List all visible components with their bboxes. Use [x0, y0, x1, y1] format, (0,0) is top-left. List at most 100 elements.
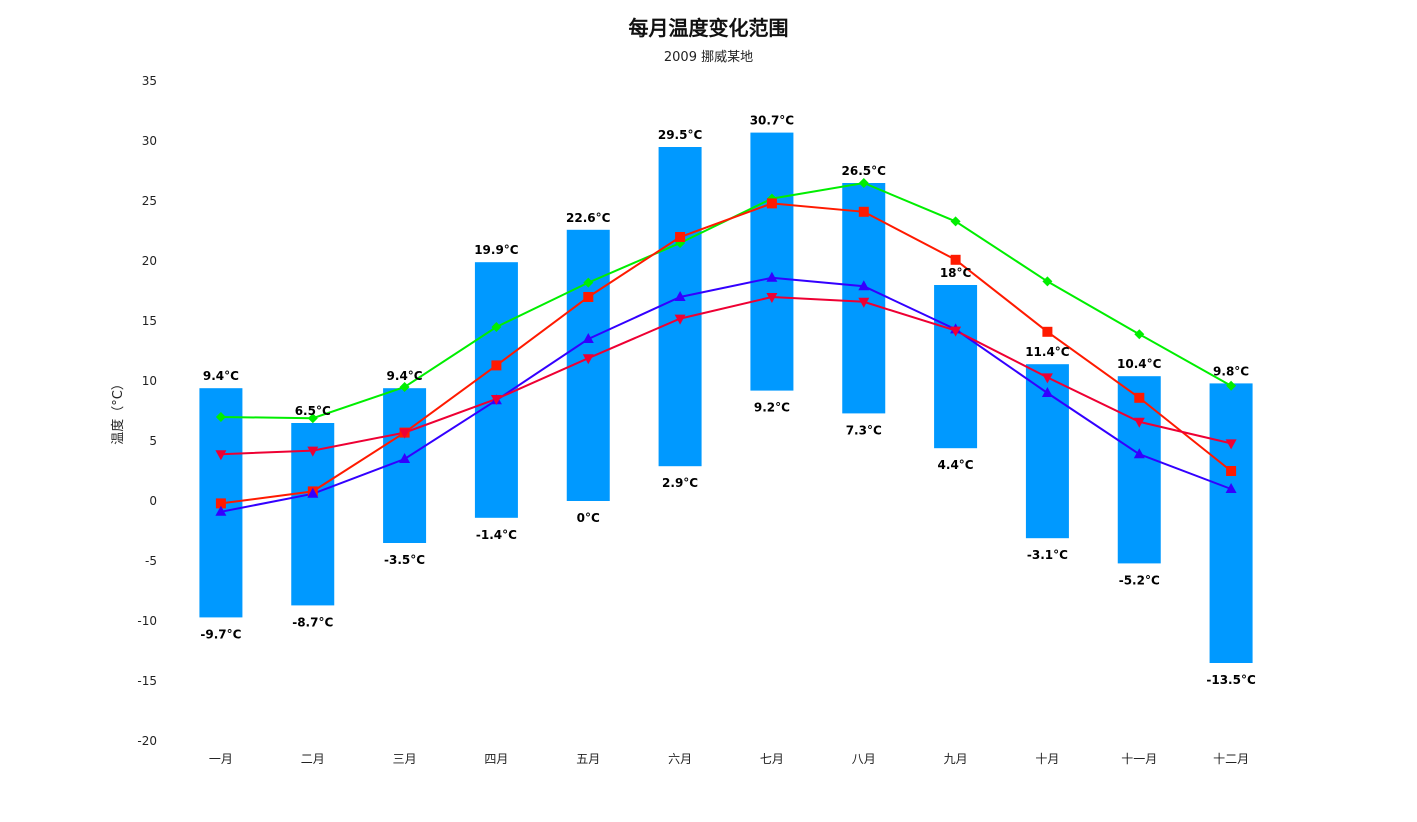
bar-low-label: 4.4°C — [938, 458, 974, 472]
series-point — [1226, 380, 1237, 391]
y-tick-label: 25 — [142, 194, 157, 208]
y-tick-label: -10 — [137, 614, 157, 628]
series-point — [307, 446, 319, 457]
x-tick-label: 四月 — [484, 752, 508, 766]
y-tick-label: -20 — [137, 734, 157, 748]
bar-low-label: 9.2°C — [754, 401, 790, 415]
bar-low-label: 0°C — [577, 511, 600, 525]
bar-high-label: 29.5°C — [658, 128, 703, 142]
series-point — [583, 292, 594, 302]
series-point — [399, 382, 410, 392]
series-point — [399, 453, 411, 463]
series-point — [399, 428, 411, 439]
series-point — [1042, 326, 1053, 337]
x-tick-label: 一月 — [209, 752, 233, 766]
bar-low-label: -9.7°C — [200, 627, 241, 641]
range-bar — [1117, 376, 1161, 564]
series-point — [1042, 276, 1053, 287]
series-point — [950, 326, 962, 337]
series-point — [307, 487, 319, 498]
series-line — [220, 181, 1232, 420]
series-line — [220, 202, 1232, 505]
bar-high-label: 30.7°C — [750, 114, 795, 128]
range-bar — [658, 147, 702, 467]
series-point — [674, 314, 686, 325]
series-point — [766, 198, 777, 209]
y-tick-label: 35 — [142, 74, 157, 88]
bar-high-label: 18°C — [940, 266, 972, 280]
series-point — [582, 333, 594, 343]
bar-high-label: 6.5°C — [295, 404, 331, 418]
series-point — [215, 498, 226, 509]
series-line — [220, 276, 1232, 513]
series-point — [858, 280, 870, 291]
series-point — [1134, 329, 1145, 340]
x-tick-label: 十月 — [1035, 752, 1059, 766]
series-point — [491, 322, 502, 332]
series-point — [675, 232, 686, 242]
x-tick-label: 七月 — [760, 752, 784, 766]
chart-title: 每月温度变化范围 — [628, 16, 789, 40]
series-point — [215, 450, 227, 461]
series-point — [215, 412, 226, 422]
x-tick-label: 五月 — [576, 752, 600, 766]
series-point — [1041, 373, 1053, 384]
bar-high-label: 9.4°C — [387, 369, 423, 383]
series-point — [766, 293, 778, 303]
x-tick-label: 八月 — [852, 752, 876, 766]
y-tick-label: 30 — [142, 134, 157, 148]
series-point — [858, 206, 869, 217]
bar-low-label: 2.9°C — [662, 476, 698, 490]
series-point — [1041, 387, 1053, 397]
series-point — [490, 395, 502, 405]
series-point — [766, 271, 778, 282]
y-tick-label: 0 — [149, 494, 157, 508]
bar-high-label: 9.8°C — [1213, 364, 1249, 378]
range-bar — [1209, 383, 1253, 663]
bar-low-label: -13.5°C — [1206, 673, 1256, 687]
bar-low-label: -3.5°C — [384, 553, 425, 567]
y-axis-label: 温度（°C） — [110, 377, 126, 445]
series-point — [583, 277, 594, 288]
series-point — [950, 254, 961, 265]
bar-low-label: 7.3°C — [846, 423, 882, 437]
range-bar — [934, 285, 978, 449]
series-point — [858, 297, 870, 308]
series-point — [491, 360, 502, 371]
bar-high-label: 26.5°C — [842, 164, 887, 178]
y-tick-label: -5 — [145, 554, 157, 568]
series-point — [1225, 439, 1237, 450]
y-tick-label: 20 — [142, 254, 157, 268]
series-point — [1134, 392, 1145, 403]
bar-low-label: -3.1°C — [1027, 548, 1068, 562]
bar-low-label: -8.7°C — [292, 615, 333, 629]
series-point — [858, 178, 869, 188]
x-tick-label: 二月 — [301, 752, 325, 766]
y-tick-label: 10 — [142, 374, 157, 388]
range-bar — [750, 132, 794, 391]
series-point — [1226, 466, 1237, 476]
y-tick-label: 5 — [149, 434, 157, 448]
y-tick-label: 15 — [142, 314, 157, 328]
bar-high-label: 22.6°C — [566, 211, 611, 225]
bar-low-label: -1.4°C — [476, 528, 517, 542]
series-point — [307, 413, 318, 424]
series-point — [1225, 483, 1237, 493]
bar-high-label: 19.9°C — [474, 243, 519, 257]
x-tick-label: 十一月 — [1121, 752, 1157, 766]
series-point — [950, 216, 961, 227]
bar-low-label: -5.2°C — [1119, 573, 1160, 587]
x-tick-label: 六月 — [668, 752, 692, 766]
bar-high-label: 10.4°C — [1117, 357, 1162, 371]
x-tick-label: 十二月 — [1213, 752, 1249, 766]
series-point — [1133, 448, 1145, 459]
series-point — [1133, 417, 1145, 428]
x-tick-label: 九月 — [944, 752, 968, 766]
bar-high-label: 9.4°C — [203, 369, 239, 383]
chart-subtitle: 2009 挪威某地 — [663, 50, 754, 65]
range-bar — [383, 388, 427, 543]
bar-high-label: 11.4°C — [1025, 345, 1070, 359]
series-line — [220, 295, 1232, 456]
series-point — [582, 354, 594, 365]
